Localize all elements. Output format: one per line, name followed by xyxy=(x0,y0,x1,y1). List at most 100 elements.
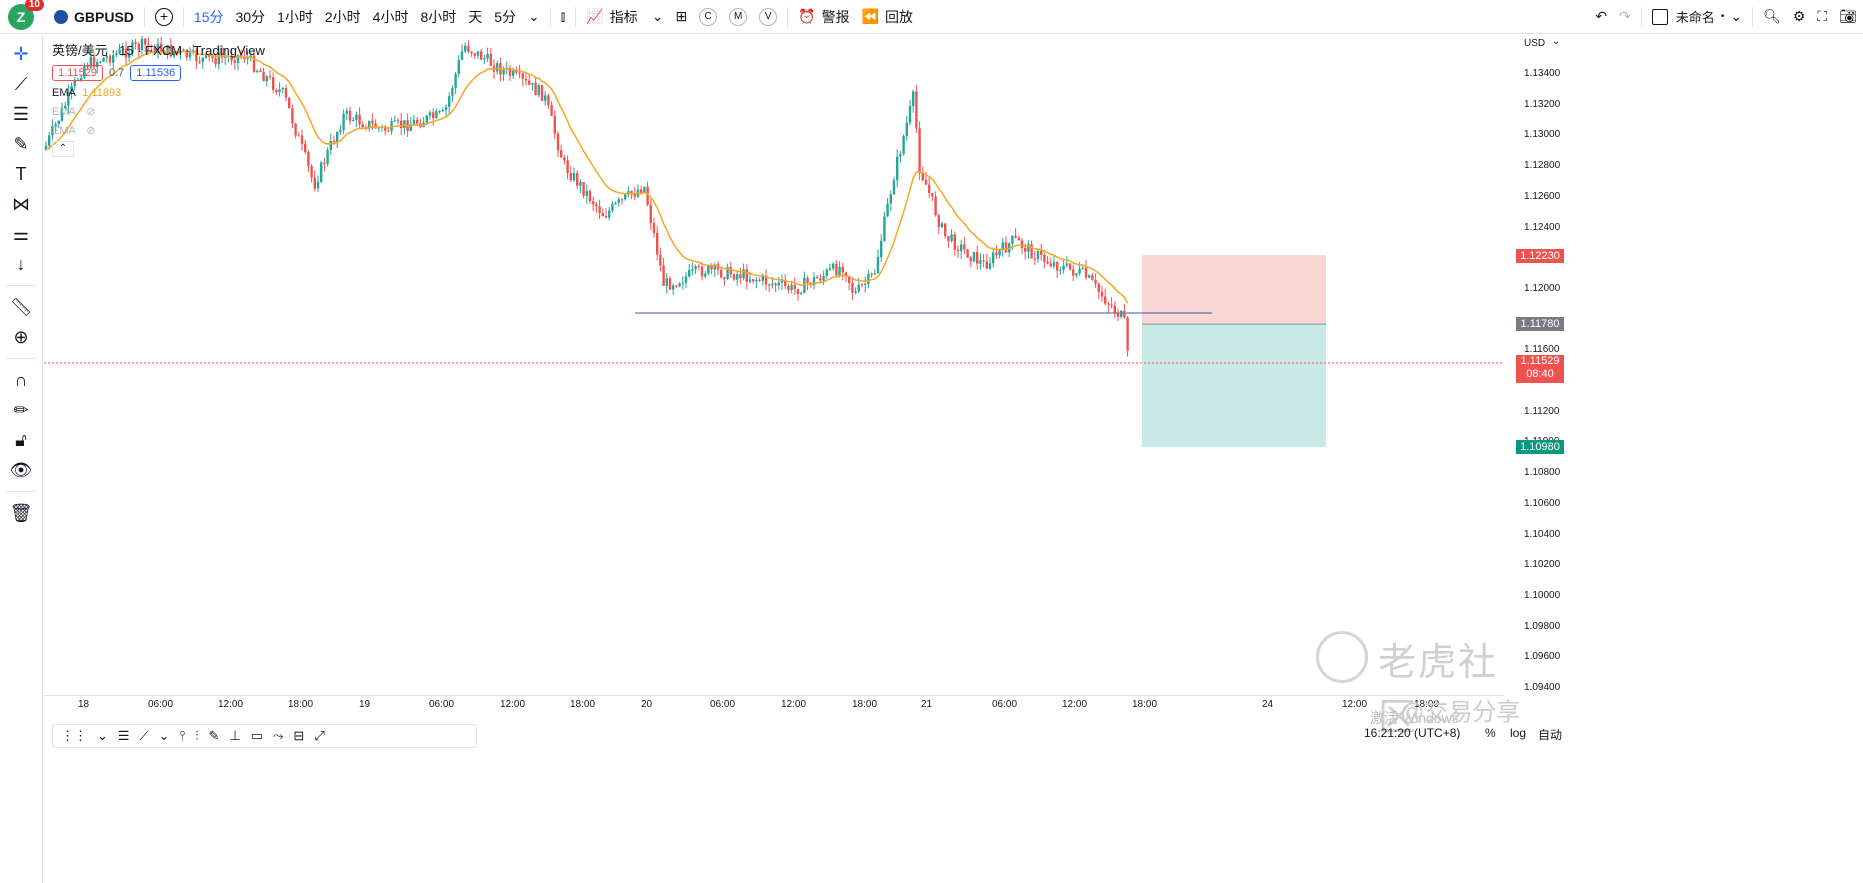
symbol-search-button[interactable]: GBPUSD xyxy=(48,0,140,34)
position-stop-zone[interactable] xyxy=(1142,324,1326,447)
pitchfork-icon[interactable]: ⫯ xyxy=(179,728,186,743)
eye-off-icon[interactable]: ⊘ xyxy=(86,106,96,118)
ema-label[interactable]: EMA xyxy=(52,87,76,99)
user-avatar[interactable]: Z 10 xyxy=(8,0,44,30)
auto-toggle[interactable]: 自动 xyxy=(1538,728,1563,742)
candle-body xyxy=(694,266,697,270)
chevron-down-icon: ⌄ xyxy=(528,8,540,24)
prediction-tool[interactable]: ⚌ xyxy=(0,219,42,249)
ruler-tool[interactable]: 📏︎ xyxy=(0,292,42,322)
interval-8h[interactable]: 8小时 xyxy=(420,8,457,25)
candle-body xyxy=(592,201,595,205)
clock-timezone[interactable]: 16:21:20 (UTC+8) xyxy=(1364,726,1461,740)
indicators-button[interactable]: 📈 指标 ⌄ xyxy=(586,8,664,25)
search-button[interactable]: 🔍︎ xyxy=(1757,0,1787,34)
price-tick-label: 1.13400 xyxy=(1524,68,1561,79)
chevron-icon[interactable]: ⌄ xyxy=(97,728,108,743)
text-tool[interactable]: T xyxy=(0,159,42,189)
interval-1d[interactable]: 天 xyxy=(468,8,483,25)
arrows-icon[interactable]: ⤢ xyxy=(314,728,325,743)
replay-button[interactable]: ⏪ 回放 xyxy=(861,8,914,25)
candle-body xyxy=(691,269,694,271)
arrow-tool[interactable]: ↓ xyxy=(0,249,42,279)
delete-tool[interactable]: 🗑︎ xyxy=(0,498,42,528)
interval-2h[interactable]: 2小时 xyxy=(324,8,361,25)
eye-off-icon[interactable]: ⊘ xyxy=(86,125,96,137)
time-tick-label: 12:00 xyxy=(781,699,807,710)
candle-body xyxy=(896,156,899,181)
chip-m[interactable]: M xyxy=(723,0,753,34)
candle-body xyxy=(803,278,806,294)
interval-5m[interactable]: 5分 xyxy=(494,8,517,25)
interval-1h[interactable]: 1小时 xyxy=(277,8,313,25)
candle-body xyxy=(432,112,435,119)
fullscreen-button[interactable]: ⛶ xyxy=(1811,0,1833,34)
candle-body xyxy=(937,215,940,227)
symbol-title[interactable]: 英镑/美元 · 15 · FXCM · TradingView xyxy=(52,43,265,58)
chart-pane[interactable]: 老虎社区 xyxy=(44,35,1504,739)
layout-button[interactable]: 未命名 • ⌄ xyxy=(1646,0,1748,34)
undo-button[interactable]: ↶ xyxy=(1589,0,1613,34)
chevron-icon[interactable]: ⌄ xyxy=(158,728,170,743)
brush-tool[interactable]: ✎ xyxy=(0,129,42,159)
interval-30m[interactable]: 30分 xyxy=(235,8,266,25)
chip-c[interactable]: C xyxy=(693,0,723,34)
ema2-label[interactable]: EMA xyxy=(52,106,76,118)
trendline-icon[interactable]: ⟋ xyxy=(139,728,149,743)
stay-drawing-tool[interactable]: ✏ xyxy=(0,395,42,425)
interval-4h[interactable]: 4小时 xyxy=(372,8,409,25)
lock-tool[interactable]: 🔓︎ xyxy=(0,425,42,455)
magnet-tool[interactable]: ∩ xyxy=(0,365,42,395)
candle-body xyxy=(192,50,195,52)
alert-button[interactable]: ⏰ 警报 xyxy=(798,8,850,25)
vertical-line-icon[interactable]: ⊥ xyxy=(229,728,241,743)
log-toggle[interactable]: log xyxy=(1510,726,1527,740)
brush-icon[interactable]: ✎ xyxy=(208,728,220,743)
zoom-tool[interactable]: ⊕ xyxy=(0,322,42,352)
hide-tool[interactable]: 👁︎ xyxy=(0,455,42,485)
chip-v[interactable]: V xyxy=(753,0,783,34)
ruler-icon[interactable]: ⊟ xyxy=(293,728,305,743)
time-axis[interactable]: 18 06:00 12:00 18:00 19 06:00 12:00 18:00 20 06:0… xyxy=(44,695,1504,716)
settings-button[interactable]: ⚙ xyxy=(1787,0,1812,34)
fib-icon[interactable]: ⫶ xyxy=(195,728,199,743)
ask-button[interactable]: 1.11536 xyxy=(130,65,182,81)
redo-button[interactable]: ↷ xyxy=(1613,0,1637,34)
collapse-legend-button[interactable]: ⌃ xyxy=(52,141,74,157)
chevron-down-icon: ⌄ xyxy=(651,8,664,24)
candle-body xyxy=(656,232,659,255)
interval-dropdown[interactable]: ⌄ xyxy=(522,0,546,34)
percent-toggle[interactable]: % xyxy=(1485,726,1496,740)
horizontal-lines-icon[interactable]: ☰ xyxy=(117,728,130,743)
candle-body xyxy=(121,48,124,50)
candle-body xyxy=(371,120,374,124)
fib-tool[interactable]: ☰ xyxy=(0,99,42,129)
compare-add-button[interactable]: + xyxy=(149,0,179,34)
price-axis[interactable]: USD ⌄ 1.13400 1.13200 1.13000 1.12800 1.1260… xyxy=(1506,35,1863,695)
rectangle-icon[interactable]: ▭ xyxy=(250,728,264,743)
snapshot-button[interactable]: 📷︎ xyxy=(1833,0,1863,34)
currency-label[interactable]: USD xyxy=(1524,38,1546,49)
candle-body xyxy=(889,194,892,204)
candle-body xyxy=(54,124,57,127)
price-chart[interactable] xyxy=(44,35,1504,694)
candle-body xyxy=(320,162,323,182)
ema3-label[interactable]: EMA xyxy=(52,125,76,137)
candle-body xyxy=(704,273,707,277)
candle-body xyxy=(83,65,86,78)
trendline-tool[interactable]: ⟋ xyxy=(0,69,42,99)
time-tick-label: 18:00 xyxy=(288,699,314,710)
chart-type-button[interactable]: ⫾ xyxy=(555,0,571,34)
position-target-zone[interactable] xyxy=(1142,255,1326,323)
candle-body xyxy=(172,52,176,57)
rewind-icon: ⏪ xyxy=(861,8,880,24)
pattern-tool[interactable]: ⋈ xyxy=(0,189,42,219)
price-tick-label: 1.13000 xyxy=(1524,129,1561,141)
templates-button[interactable]: ⊞ xyxy=(669,0,693,34)
drag-handle-icon[interactable]: ⋮⋮ xyxy=(61,728,87,743)
bid-button[interactable]: 1.11529 xyxy=(52,65,103,81)
path-icon[interactable]: ⤳ xyxy=(273,728,284,743)
interval-15m[interactable]: 15分 xyxy=(193,8,224,25)
candle-body xyxy=(867,273,870,284)
crosshair-tool[interactable]: ✛ xyxy=(0,39,42,69)
